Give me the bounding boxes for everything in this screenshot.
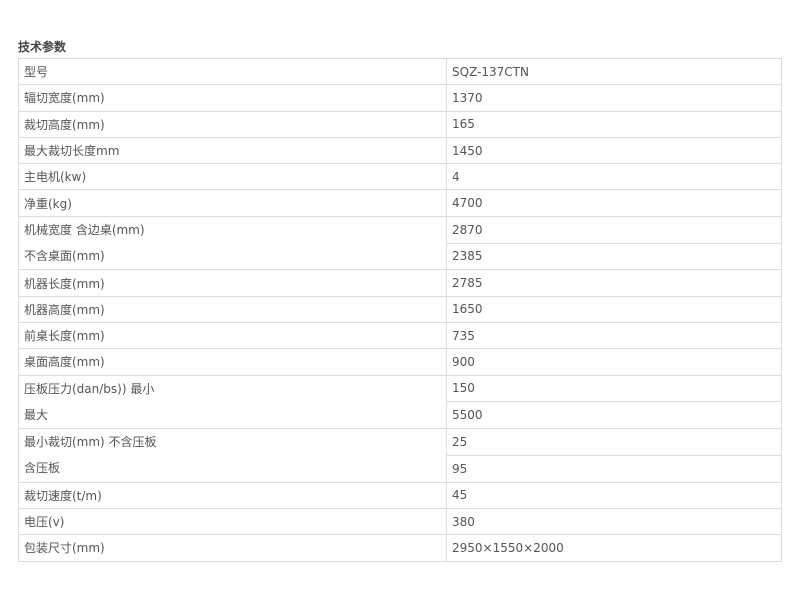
param-label-line: 压板压力(dan/bs)) 最小 [24,381,155,396]
param-label: 净重(kg) [18,189,447,217]
param-label: 机器高度(mm) [18,295,447,323]
param-value: 1370 [446,84,782,112]
param-value: 45 [446,481,782,510]
param-label: 机械宽度 含边桌(mm) 不含桌面(mm) [18,215,447,271]
param-label: 前桌长度(mm) [18,321,447,350]
param-label: 包装尺寸(mm) [18,534,447,562]
param-value: 900 [446,348,782,376]
param-label: 最大裁切长度mm [18,136,447,165]
param-value: 165 [446,110,782,138]
param-value: 2785 [446,269,782,297]
table-row: 桌面高度(mm) 900 [18,348,782,376]
table-row: 裁切速度(t/m) 45 [18,481,782,510]
table-row: 2385 [19,242,782,271]
section-title: 技术参数 [18,40,67,54]
table-row: 辐切宽度(mm) 1370 [18,84,782,112]
param-value: SQZ-137CTN [446,57,782,86]
table-row: 机器高度(mm) 1650 [18,295,782,323]
param-label: 电压(v) [18,508,447,536]
table-row: 裁切高度(mm) 165 [18,110,782,138]
param-label: 最小裁切(mm) 不含压板 含压板 [18,428,447,483]
table-row: 机器长度(mm) 2785 [18,269,782,297]
table-row: 机械宽度 含边桌(mm) 不含桌面(mm) 2870 [18,215,782,271]
param-value: 380 [446,508,782,536]
param-value: 2870 [446,215,782,244]
param-label: 机器长度(mm) [18,269,447,297]
table-row: 压板压力(dan/bs)) 最小 最大 150 [18,374,782,430]
param-value: 1650 [446,295,782,323]
param-label: 主电机(kw) [18,163,447,191]
table-row: 净重(kg) 4700 [18,189,782,217]
table-row: 型号 SQZ-137CTN [18,57,782,86]
param-label: 桌面高度(mm) [18,348,447,376]
param-label: 压板压力(dan/bs)) 最小 最大 [18,374,447,430]
param-value: 2950×1550×2000 [446,534,782,562]
param-value: 1450 [446,136,782,165]
table-row: 最大裁切长度mm 1450 [18,136,782,165]
table-row: 包装尺寸(mm) 2950×1550×2000 [18,534,782,562]
param-label: 裁切速度(t/m) [18,481,447,510]
param-label: 型号 [18,57,447,86]
table-row: 前桌长度(mm) 735 [18,321,782,350]
param-value: 2385 [446,242,782,271]
table-row: 电压(v) 380 [18,508,782,536]
table-row: 主电机(kw) 4 [18,163,782,191]
table-row: 最小裁切(mm) 不含压板 含压板 25 [18,428,782,483]
param-value: 4700 [446,189,782,217]
param-value: 25 [446,428,782,456]
param-label: 辐切宽度(mm) [18,84,447,112]
param-label-line: 不含桌面(mm) [24,249,105,264]
param-label: 裁切高度(mm) [18,110,447,138]
param-label-line: 机械宽度 含边桌(mm) [24,222,145,237]
param-value: 4 [446,163,782,191]
table-row: 5500 [19,401,782,430]
param-label-line: 最小裁切(mm) 不含压板 [24,435,157,450]
param-value: 735 [446,321,782,350]
param-label-line: 最大 [24,407,49,422]
spec-table: 型号 SQZ-137CTN 辐切宽度(mm) 1370 裁切高度(mm) 165 最大裁切长… [18,57,782,562]
param-value: 95 [446,454,782,483]
param-value: 5500 [446,401,782,430]
param-label-line: 含压板 [24,461,61,476]
param-value: 150 [446,374,782,403]
